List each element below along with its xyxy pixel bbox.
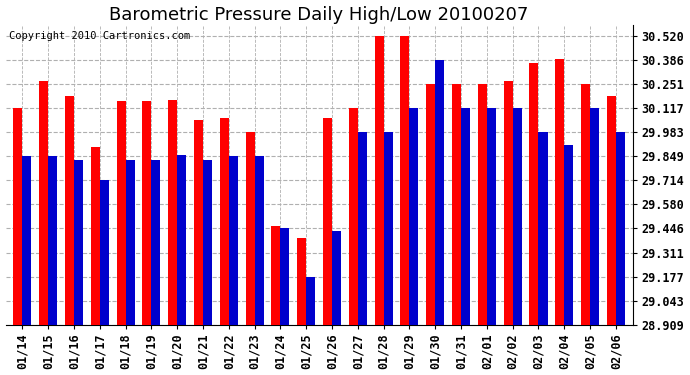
Bar: [271, 226, 280, 375]
Bar: [504, 81, 513, 375]
Title: Barometric Pressure Daily High/Low 20100207: Barometric Pressure Daily High/Low 20100…: [110, 6, 529, 24]
Bar: [65, 96, 74, 375]
Bar: [48, 156, 57, 375]
Bar: [607, 96, 616, 375]
Bar: [477, 84, 487, 375]
Bar: [461, 108, 470, 375]
Bar: [203, 160, 212, 375]
Bar: [375, 36, 384, 375]
Bar: [435, 60, 444, 375]
Bar: [358, 132, 367, 375]
Bar: [39, 81, 48, 375]
Bar: [555, 59, 564, 375]
Bar: [117, 101, 126, 375]
Bar: [297, 238, 306, 375]
Bar: [426, 84, 435, 375]
Bar: [255, 156, 264, 375]
Text: Copyright 2010 Cartronics.com: Copyright 2010 Cartronics.com: [9, 31, 190, 41]
Bar: [194, 120, 203, 375]
Bar: [177, 155, 186, 375]
Bar: [22, 156, 31, 375]
Bar: [348, 108, 358, 375]
Bar: [126, 160, 135, 375]
Bar: [246, 132, 255, 375]
Bar: [219, 118, 229, 375]
Bar: [74, 160, 83, 375]
Bar: [151, 160, 160, 375]
Bar: [168, 100, 177, 375]
Bar: [400, 36, 409, 375]
Bar: [564, 145, 573, 375]
Bar: [384, 132, 393, 375]
Bar: [529, 63, 538, 375]
Bar: [616, 132, 625, 375]
Bar: [487, 108, 496, 375]
Bar: [100, 180, 109, 375]
Bar: [538, 132, 547, 375]
Bar: [332, 231, 341, 375]
Bar: [581, 84, 590, 375]
Bar: [306, 277, 315, 375]
Bar: [409, 108, 418, 375]
Bar: [13, 108, 22, 375]
Bar: [142, 101, 151, 375]
Bar: [452, 84, 461, 375]
Bar: [90, 147, 100, 375]
Bar: [590, 108, 599, 375]
Bar: [229, 156, 238, 375]
Bar: [323, 118, 332, 375]
Bar: [513, 108, 522, 375]
Bar: [280, 228, 289, 375]
